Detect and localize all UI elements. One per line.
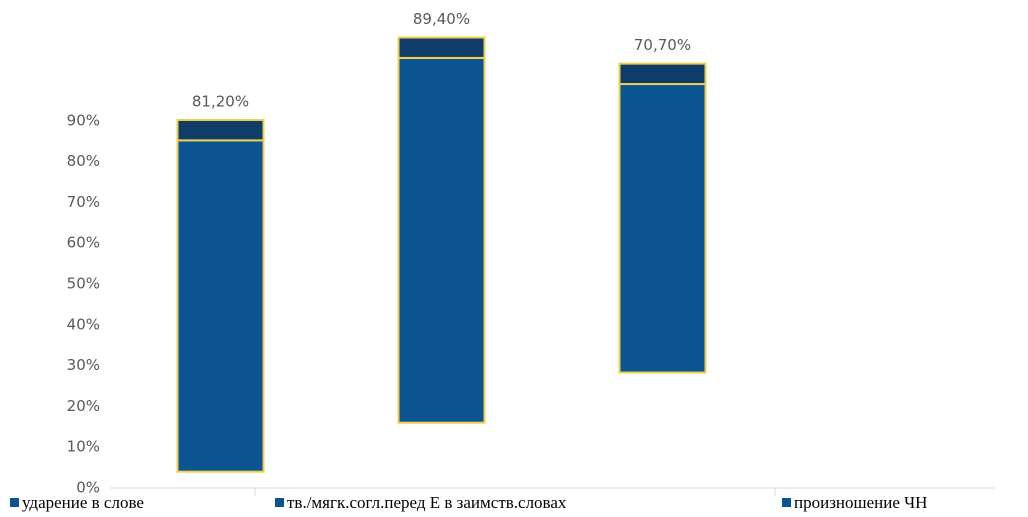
bar-segment (176, 139, 265, 473)
data-label: 89,40% (413, 10, 470, 28)
data-label: 70,70% (634, 36, 691, 54)
y-tick-label: 70% (67, 193, 100, 211)
bar-segment (176, 118, 265, 142)
bar-segment (618, 62, 707, 86)
bar-segment (399, 423, 485, 488)
legend-label: произношение ЧН (794, 493, 927, 512)
bar-segment (178, 472, 264, 488)
y-tick-label: 30% (67, 356, 100, 374)
y-tick-label: 40% (67, 315, 100, 333)
y-tick-label: 20% (67, 397, 100, 415)
y-tick-label: 0% (76, 479, 100, 497)
data-label: 81,20% (192, 92, 249, 110)
y-tick-label: 50% (67, 274, 100, 292)
y-tick-label: 90% (67, 111, 100, 129)
legend-label: ударение в слове (22, 493, 144, 512)
legend-label: тв./мягк.согл.перед Е в заимств.словах (287, 493, 567, 512)
bar-segment (620, 373, 706, 488)
bar-segment (618, 83, 707, 374)
legend-marker (782, 498, 791, 507)
legend-marker (10, 498, 19, 507)
legend-marker (275, 498, 284, 507)
bar-segment (397, 56, 486, 424)
bar-segment (397, 36, 486, 59)
y-tick-label: 60% (67, 234, 100, 252)
y-tick-label: 10% (67, 438, 100, 456)
y-tick-label: 80% (67, 152, 100, 170)
